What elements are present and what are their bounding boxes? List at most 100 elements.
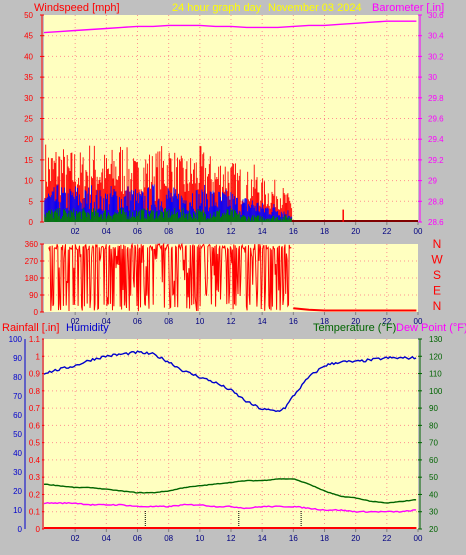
temperature-ticks: 20 30 40 50 60 70 80 90 100 110 120 130 — [418, 335, 443, 534]
graph-date: November 03 2024 — [268, 2, 362, 14]
windspeed-tick-label: 5 — [29, 197, 34, 206]
direction-oscillation-line — [48, 242, 292, 312]
barometer-tick-label: 30.4 — [428, 32, 444, 41]
x-tick-label: 20 — [351, 534, 360, 543]
compass-label: E — [433, 284, 441, 298]
direction-tick-label: 90 — [29, 291, 38, 300]
temperature-tick-label: 70 — [429, 439, 438, 448]
windspeed-axis-label: Windspeed [mph] — [34, 2, 120, 14]
x-tick-label: 10 — [195, 227, 204, 236]
x-tick-label: 06 — [133, 227, 142, 236]
windspeed-tick-label: 40 — [24, 52, 33, 61]
rainfall-tick-label: 0.9 — [29, 370, 41, 379]
barometer-tick-label: 28.8 — [428, 197, 444, 206]
dew-point-axis-label: Dew Point (°F) — [396, 322, 466, 334]
x-tick-label: 14 — [258, 317, 267, 326]
x-tick-label: 00 — [414, 227, 423, 236]
barometer-tick-label: 30.6 — [428, 11, 444, 20]
rainfall-ticks: 0 0.1 0.2 0.3 0.4 0.5 0.6 0.7 0.8 0.9 1 1.1 — [29, 335, 44, 534]
windspeed-tick-label: 30 — [24, 94, 33, 103]
barometer-tick-label: 29.4 — [428, 135, 444, 144]
windspeed-tick-label: 35 — [24, 73, 33, 82]
humidity-tick-label: 20 — [13, 487, 22, 496]
x-tick-label: 00 — [414, 317, 423, 326]
humidity-tick-label: 100 — [9, 335, 23, 344]
wind-x-ticks: 02 04 06 08 10 12 14 16 18 20 22 00 — [71, 222, 423, 236]
temperature-tick-label: 50 — [429, 473, 438, 482]
windspeed-tick-label: 45 — [24, 32, 33, 41]
humidity-axis-label: Humidity — [66, 322, 109, 334]
climate-series — [43, 350, 417, 529]
rainfall-tick-label: 0.7 — [29, 404, 41, 413]
temperature-line — [43, 478, 417, 504]
x-tick-label: 04 — [102, 227, 111, 236]
x-tick-label: 10 — [195, 534, 204, 543]
humidity-tick-label: 30 — [13, 468, 22, 477]
barometer-tick-label: 29 — [428, 177, 437, 186]
humidity-tick-label: 60 — [13, 411, 22, 420]
x-tick-label: 16 — [289, 317, 298, 326]
humidity-ticks: 0 10 20 30 40 50 60 70 80 90 100 — [9, 335, 26, 534]
barometer-tick-label: 28.6 — [428, 218, 444, 227]
x-tick-label: 04 — [102, 534, 111, 543]
x-tick-label: 16 — [289, 534, 298, 543]
humidity-tick-label: 10 — [13, 506, 22, 515]
windspeed-tick-label: 50 — [24, 11, 33, 20]
rainfall-tick-label: 0.8 — [29, 387, 41, 396]
humidity-tick-label: 50 — [13, 430, 22, 439]
wind-series — [43, 20, 418, 222]
barometer-tick-label: 30 — [428, 73, 437, 82]
rainfall-tick-label: 0 — [36, 525, 41, 534]
temperature-tick-label: 20 — [429, 525, 438, 534]
x-tick-label: 18 — [320, 317, 329, 326]
direction-x-ticks: 02 04 06 08 10 12 14 16 18 20 22 00 — [71, 312, 423, 326]
x-tick-label: 18 — [320, 227, 329, 236]
temperature-tick-label: 90 — [429, 404, 438, 413]
x-tick-label: 12 — [227, 317, 236, 326]
x-tick-label: 08 — [164, 227, 173, 236]
humidity-tick-label: 0 — [18, 525, 23, 534]
barometer-tick-label: 29.8 — [428, 94, 444, 103]
humidity-tick-label: 40 — [13, 449, 22, 458]
barometer-tick-label: 29.2 — [428, 156, 444, 165]
x-tick-label: 06 — [133, 534, 142, 543]
direction-ticks: 0 90 180 270 360 — [25, 240, 44, 317]
temperature-tick-label: 60 — [429, 456, 438, 465]
rainfall-tick-label: 0.2 — [29, 490, 41, 499]
windspeed-tick-label: 15 — [24, 156, 33, 165]
barometer-line — [43, 20, 417, 34]
x-tick-label: 12 — [227, 534, 236, 543]
windspeed-tick-label: 0 — [29, 218, 34, 227]
barometer-ticks: 28.6 28.8 29 29.2 29.4 29.6 29.8 30 30.2 30.4 30.6 — [418, 11, 444, 227]
x-tick-label: 22 — [382, 534, 391, 543]
barometer-tick-label: 29.6 — [428, 115, 444, 124]
graph-title: 24 hour graph day — [172, 2, 262, 14]
temperature-tick-label: 110 — [429, 370, 442, 379]
rainfall-tick-label: 0.3 — [29, 473, 41, 482]
x-tick-label: 06 — [133, 317, 142, 326]
direction-tick-label: 270 — [25, 257, 39, 266]
x-tick-label: 14 — [258, 227, 267, 236]
compass-label: N — [433, 237, 442, 251]
x-tick-label: 08 — [164, 534, 173, 543]
rainfall-tick-label: 0.1 — [29, 508, 41, 517]
x-tick-label: 02 — [71, 227, 80, 236]
barometer-axis-label: Barometer [.in] — [372, 2, 444, 14]
direction-tick-label: 360 — [25, 240, 39, 249]
x-tick-label: 02 — [71, 317, 80, 326]
temperature-tick-label: 80 — [429, 421, 438, 430]
temperature-tick-label: 40 — [429, 490, 438, 499]
direction-tick-label: 180 — [25, 274, 39, 283]
dew-point-line — [43, 501, 417, 513]
humidity-tick-label: 80 — [13, 373, 22, 382]
rainfall-tick-label: 1 — [36, 352, 41, 361]
humidity-tick-label: 90 — [13, 354, 22, 363]
direction-series — [48, 242, 417, 312]
windspeed-tick-label: 10 — [24, 177, 33, 186]
windspeed-tick-label: 25 — [24, 115, 33, 124]
rainfall-tick-label: 0.5 — [29, 439, 41, 448]
rainfall-tick-label: 0.4 — [29, 456, 41, 465]
rainfall-tick-label: 1.1 — [29, 335, 41, 344]
x-tick-label: 20 — [351, 317, 360, 326]
compass-label: S — [433, 268, 441, 282]
